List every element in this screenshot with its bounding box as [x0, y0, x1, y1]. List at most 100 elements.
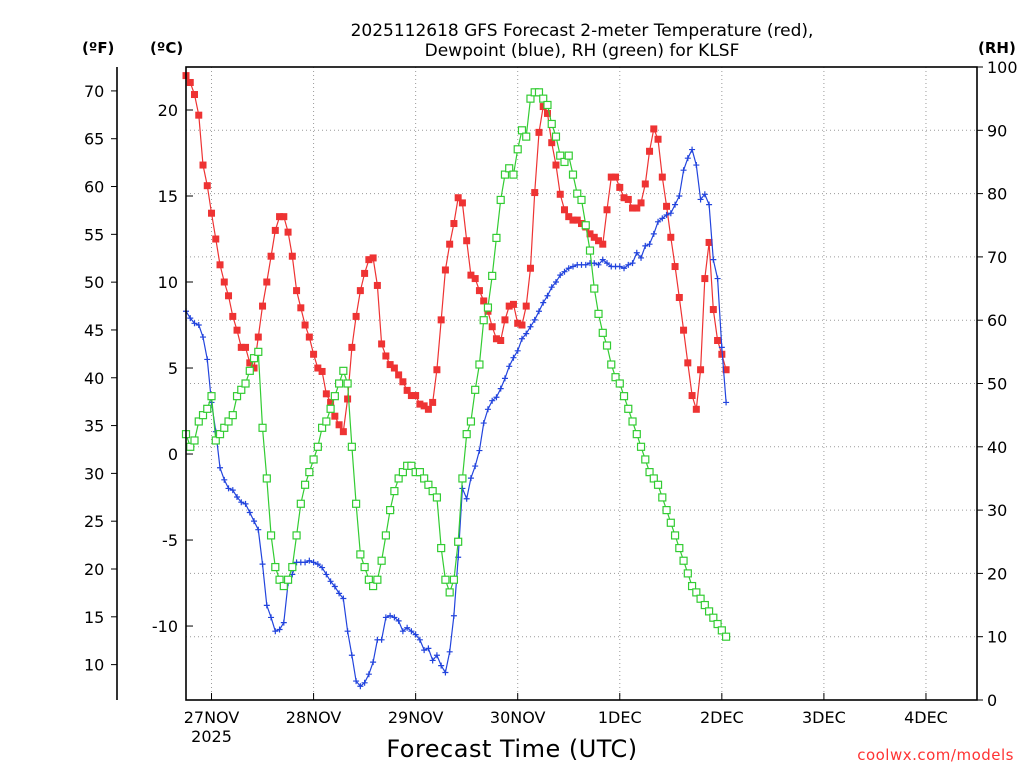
data-point	[284, 228, 292, 236]
data-point	[650, 125, 658, 133]
data-point	[637, 199, 645, 207]
data-point	[689, 146, 696, 153]
data-point	[424, 405, 432, 413]
data-point	[633, 249, 640, 256]
data-point	[370, 659, 377, 666]
data-point	[718, 344, 725, 351]
data-point	[357, 683, 364, 690]
data-point	[361, 269, 369, 277]
data-point	[709, 306, 717, 314]
data-point	[624, 404, 633, 413]
data-point	[424, 480, 433, 489]
data-point	[501, 375, 508, 382]
data-point	[654, 135, 662, 143]
data-point	[331, 583, 338, 590]
data-point	[624, 195, 632, 203]
data-point	[352, 499, 361, 508]
data-point	[275, 575, 284, 584]
data-point	[398, 468, 407, 477]
data-point	[421, 647, 428, 654]
fahrenheit-tick-label: 15	[84, 608, 104, 627]
rh-axis-label: (RH)	[978, 39, 1016, 57]
data-point	[373, 575, 382, 584]
celsius-tick-label: 10	[158, 273, 178, 292]
data-point	[446, 240, 454, 248]
data-point	[578, 220, 585, 228]
data-point	[408, 628, 415, 635]
data-point	[483, 303, 493, 312]
celsius-axis-label: (ºC)	[150, 39, 183, 57]
data-point	[224, 417, 233, 426]
data-point	[204, 356, 211, 363]
data-point	[475, 287, 483, 295]
data-point	[432, 493, 442, 502]
data-point	[493, 394, 500, 401]
data-point	[259, 302, 267, 310]
data-point	[551, 132, 561, 141]
data-point	[590, 284, 599, 293]
data-point	[526, 264, 534, 272]
data-point	[658, 173, 666, 181]
data-point	[445, 588, 454, 597]
data-point	[220, 423, 229, 432]
data-point	[242, 343, 250, 351]
data-point	[717, 626, 726, 635]
data-point	[564, 151, 573, 160]
data-point	[450, 220, 458, 228]
data-point	[280, 619, 287, 626]
data-point	[679, 556, 688, 565]
data-point	[407, 392, 415, 400]
data-point	[212, 235, 220, 243]
data-point	[680, 167, 687, 174]
rh-tick-label: 80	[987, 185, 1007, 204]
data-point	[343, 379, 352, 388]
data-point	[672, 201, 679, 208]
x-tick-label: 2DEC	[700, 708, 744, 727]
data-point	[641, 180, 649, 188]
data-point	[199, 161, 207, 169]
data-point	[488, 271, 497, 280]
data-point	[428, 487, 437, 496]
data-point	[429, 657, 436, 664]
data-point	[514, 347, 521, 354]
data-point	[190, 436, 199, 445]
data-point	[509, 300, 517, 308]
data-point	[569, 263, 576, 270]
data-point	[415, 468, 424, 477]
data-point	[710, 256, 717, 263]
data-point	[327, 398, 335, 406]
fahrenheit-tick-label: 35	[84, 417, 104, 436]
data-point	[539, 94, 548, 103]
data-point	[496, 195, 505, 205]
data-point	[466, 417, 476, 426]
data-point	[437, 543, 446, 553]
data-point	[714, 275, 721, 282]
data-point	[544, 292, 551, 299]
data-point	[348, 652, 355, 659]
data-point	[653, 480, 663, 489]
data-point	[688, 392, 696, 400]
data-point	[539, 103, 547, 111]
data-point	[518, 335, 525, 342]
data-point	[309, 455, 318, 464]
data-point	[246, 509, 253, 516]
data-point	[586, 230, 594, 238]
x-tick-label: 1DEC	[598, 708, 642, 727]
data-point	[526, 94, 535, 103]
data-point	[187, 315, 194, 322]
data-point	[534, 88, 544, 97]
data-point	[531, 316, 538, 323]
data-point	[700, 600, 709, 610]
data-point	[207, 392, 216, 401]
data-point	[200, 334, 207, 341]
data-point	[565, 265, 572, 272]
data-point	[706, 201, 713, 208]
data-point	[336, 590, 343, 597]
data-point	[675, 543, 684, 553]
data-point	[344, 395, 352, 403]
fahrenheit-tick-label: 55	[84, 225, 104, 244]
data-point	[412, 392, 420, 400]
data-point	[356, 287, 364, 295]
data-point	[497, 385, 504, 392]
